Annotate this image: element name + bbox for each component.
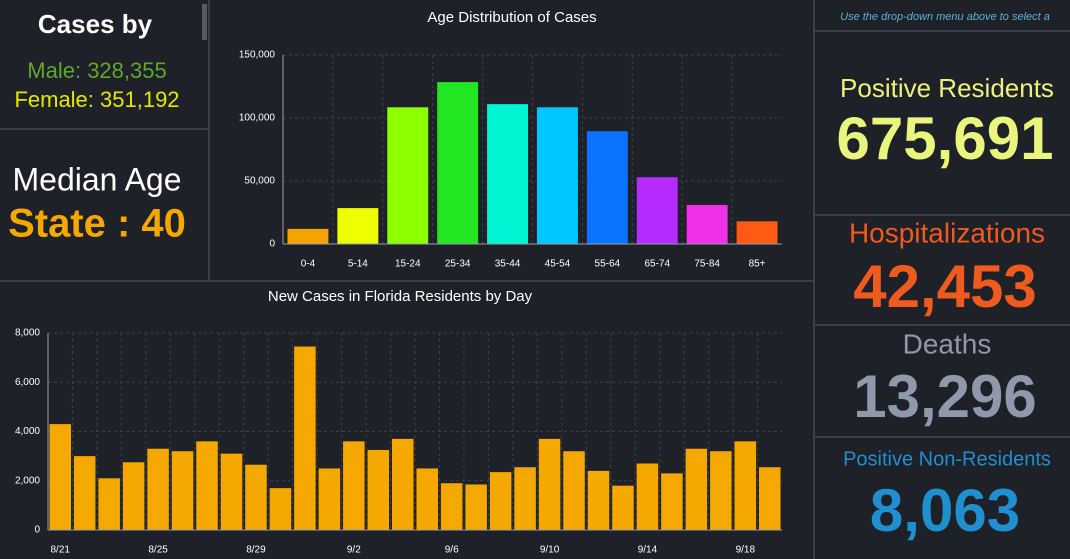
cases-title: Cases by xyxy=(38,9,153,39)
stat-label: Deaths xyxy=(903,328,992,359)
bar xyxy=(686,204,728,244)
bar xyxy=(710,451,732,530)
bar xyxy=(759,467,781,530)
x-tick-label: 55-64 xyxy=(595,259,621,270)
bar xyxy=(294,346,316,530)
bar xyxy=(636,463,659,530)
bar xyxy=(586,131,628,244)
bar xyxy=(387,107,429,244)
x-tick-label: 5-14 xyxy=(348,259,368,270)
x-tick-label: 9/2 xyxy=(347,545,361,556)
bar xyxy=(734,441,757,530)
scrollbar[interactable] xyxy=(202,4,207,40)
bar xyxy=(538,438,561,530)
x-tick-label: 0-4 xyxy=(301,259,316,270)
bar xyxy=(196,441,218,530)
x-tick-label: 35-44 xyxy=(495,259,521,270)
bar xyxy=(337,208,379,244)
y-tick-label: 100,000 xyxy=(239,113,276,124)
x-tick-label: 9/10 xyxy=(540,545,560,556)
bar xyxy=(318,468,341,530)
x-tick-label: 8/21 xyxy=(50,545,70,556)
bar xyxy=(245,464,267,530)
bar xyxy=(122,462,145,530)
stat-value: 8,063 xyxy=(870,477,1020,544)
x-tick-label: 8/25 xyxy=(148,545,168,556)
bar xyxy=(437,82,479,244)
female-count: Female: 351,192 xyxy=(14,87,179,112)
x-tick-label: 25-34 xyxy=(445,259,471,270)
bar xyxy=(269,488,292,530)
x-tick-label: 75-84 xyxy=(694,259,720,270)
stat-label: Positive Non-Residents xyxy=(843,448,1051,470)
bar xyxy=(440,483,463,530)
y-tick-label: 50,000 xyxy=(244,176,275,187)
bar xyxy=(367,449,390,530)
y-tick-label: 150,000 xyxy=(239,50,276,61)
bar xyxy=(514,467,536,530)
stat-value: 675,691 xyxy=(837,105,1054,172)
note: Use the drop-down menu above to select a xyxy=(840,11,1050,23)
stat-label: Positive Residents xyxy=(840,73,1054,103)
y-tick-label: 0 xyxy=(269,239,275,250)
bar xyxy=(636,177,678,244)
stat-value: 13,296 xyxy=(853,363,1037,430)
bar xyxy=(287,228,329,244)
bar xyxy=(147,448,169,530)
bar xyxy=(73,456,96,530)
y-tick-label: 0 xyxy=(34,525,40,536)
bar xyxy=(98,478,120,530)
stat-value: 42,453 xyxy=(853,253,1037,320)
bar xyxy=(563,451,585,530)
bar xyxy=(661,473,683,530)
bar xyxy=(536,107,578,244)
median-value: State : 40 xyxy=(8,202,186,246)
bar xyxy=(416,468,438,530)
y-tick-label: 2,000 xyxy=(15,475,40,486)
x-tick-label: 15-24 xyxy=(395,259,421,270)
bar xyxy=(736,221,778,244)
x-tick-label: 45-54 xyxy=(545,259,571,270)
bar xyxy=(612,485,634,530)
y-tick-label: 4,000 xyxy=(15,426,40,437)
x-tick-label: 9/6 xyxy=(445,545,459,556)
bar xyxy=(171,451,194,530)
bar xyxy=(343,441,365,530)
x-tick-label: 85+ xyxy=(749,259,766,270)
x-tick-label: 9/14 xyxy=(638,545,658,556)
bar xyxy=(489,472,512,530)
bar xyxy=(465,484,487,530)
male-count: Male: 328,355 xyxy=(27,58,166,83)
x-tick-label: 65-74 xyxy=(644,259,670,270)
median-title: Median Age xyxy=(12,161,181,197)
bar xyxy=(587,470,610,530)
x-tick-label: 8/29 xyxy=(246,545,266,556)
chart-title: Age Distribution of Cases xyxy=(427,9,596,26)
bar xyxy=(220,453,243,530)
y-tick-label: 8,000 xyxy=(15,328,40,339)
y-tick-label: 6,000 xyxy=(15,377,40,388)
bar xyxy=(392,438,414,530)
stat-label: Hospitalizations xyxy=(849,217,1045,248)
bar xyxy=(487,104,529,244)
chart-title: New Cases in Florida Residents by Day xyxy=(268,288,533,305)
x-tick-label: 9/18 xyxy=(736,545,756,556)
bar xyxy=(49,424,71,530)
bar xyxy=(685,448,708,530)
